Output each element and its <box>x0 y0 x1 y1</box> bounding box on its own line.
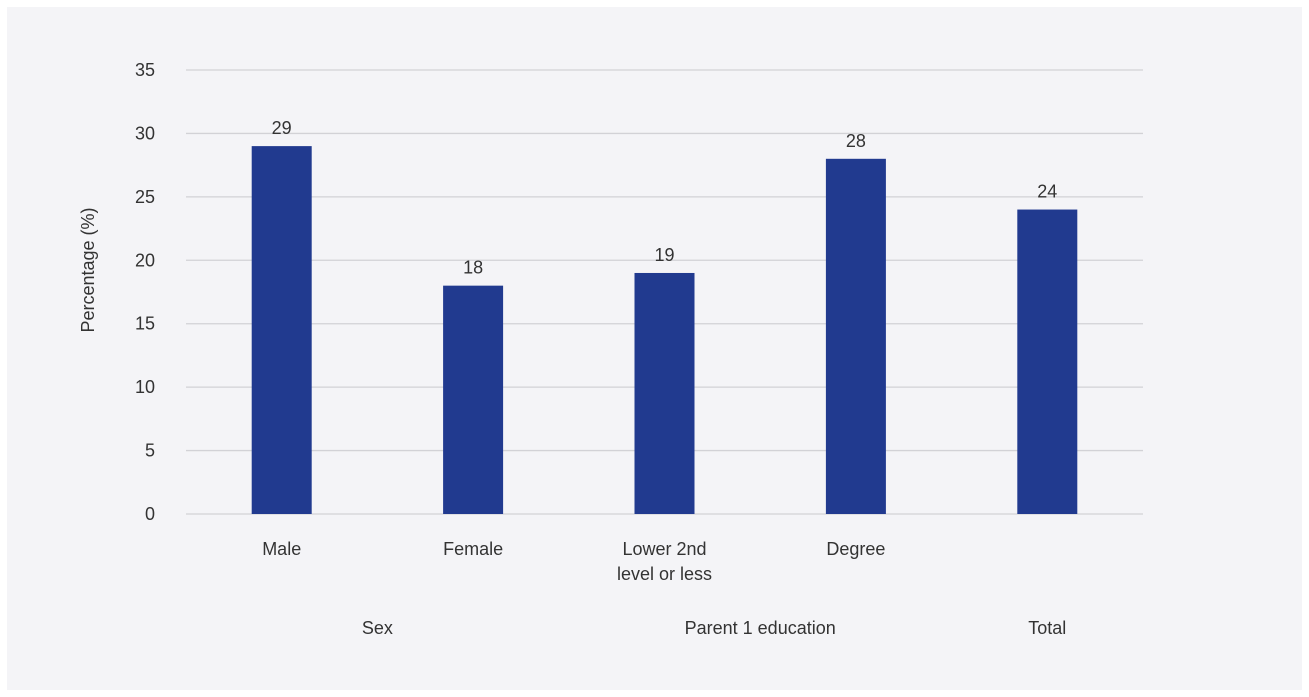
y-tick-label: 0 <box>145 504 155 524</box>
bar <box>443 285 504 514</box>
category-labels: Male Female Lower 2nd level or less Degree <box>262 539 885 584</box>
y-tick-label: 30 <box>135 123 155 143</box>
x-category-label: Male <box>262 539 301 559</box>
x-category-label: Degree <box>826 539 885 559</box>
group-labels: Sex Parent 1 education Total <box>362 618 1066 638</box>
x-group-label: Parent 1 education <box>685 618 836 638</box>
y-tick-label: 25 <box>135 187 155 207</box>
data-label: 28 <box>846 131 866 151</box>
bars <box>251 146 1078 515</box>
x-category-label: Lower 2nd <box>622 539 706 559</box>
y-axis-title: Percentage (%) <box>78 207 98 332</box>
x-group-label: Total <box>1028 618 1066 638</box>
y-axis-ticks: 0 5 10 15 20 25 30 35 <box>135 60 155 524</box>
y-tick-label: 10 <box>135 377 155 397</box>
y-tick-label: 20 <box>135 250 155 270</box>
y-tick-label: 15 <box>135 314 155 334</box>
data-label: 24 <box>1037 182 1057 202</box>
x-category-label: level or less <box>617 564 712 584</box>
x-category-label: Female <box>443 539 503 559</box>
y-tick-label: 5 <box>145 441 155 461</box>
y-tick-label: 35 <box>135 60 155 80</box>
data-label: 18 <box>463 258 483 278</box>
bar <box>251 146 312 514</box>
data-label: 19 <box>654 245 674 265</box>
bar <box>825 158 886 515</box>
x-group-label: Sex <box>362 618 393 638</box>
bar <box>1017 209 1078 515</box>
data-label: 29 <box>272 118 292 138</box>
data-labels: 29 18 19 28 24 <box>272 118 1058 278</box>
bar <box>634 272 695 514</box>
